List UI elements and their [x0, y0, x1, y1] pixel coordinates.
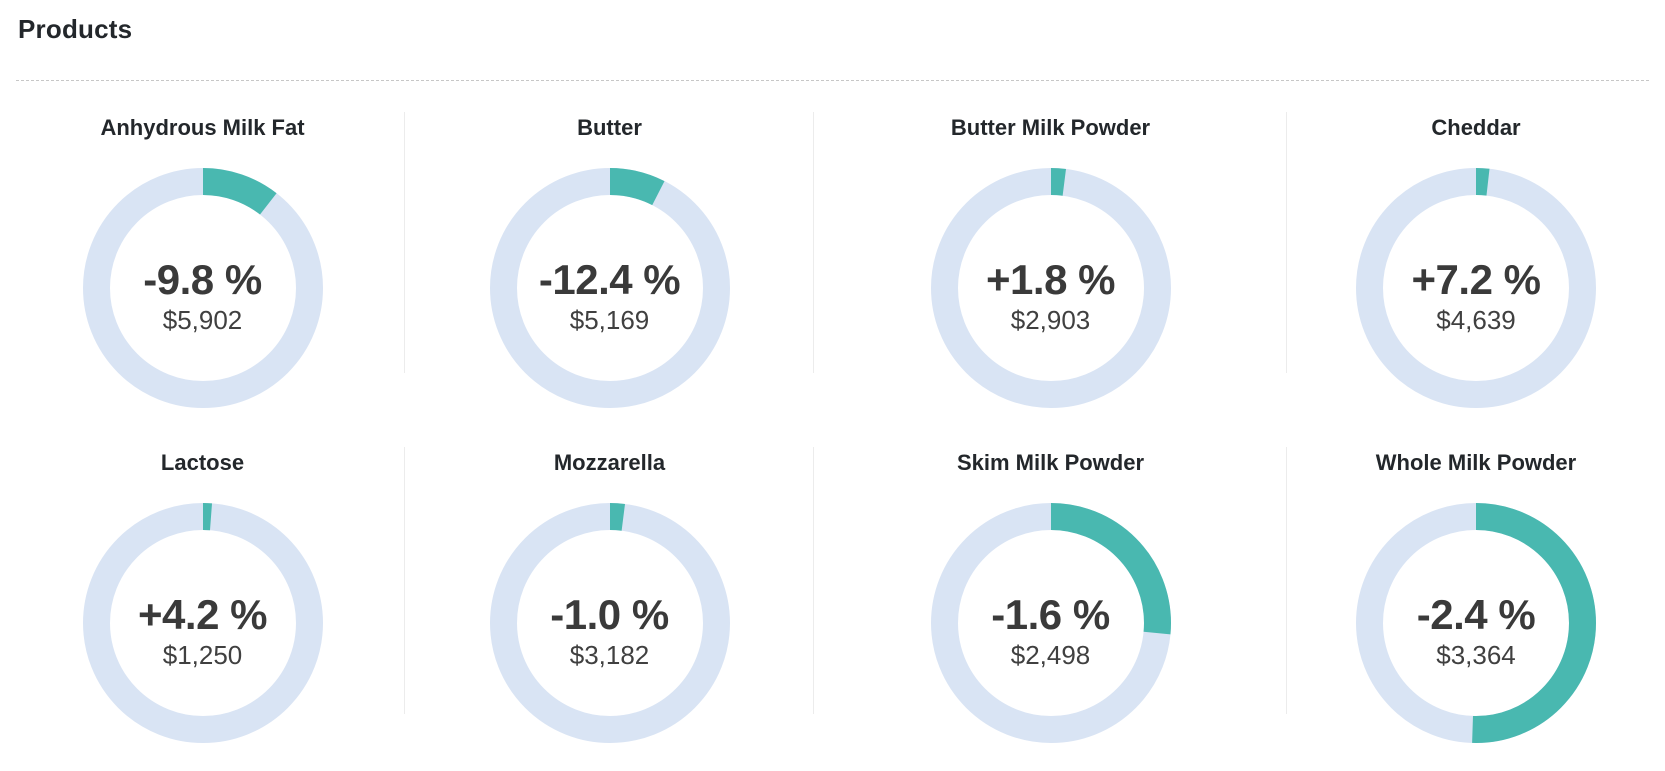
donut-ring-background — [489, 168, 730, 408]
products-grid: Anhydrous Milk Fat -9.8 % $5,902 Butter … — [0, 96, 1665, 771]
donut-ring-value — [489, 168, 730, 408]
donut-ring-background — [82, 503, 323, 743]
donut-chart[interactable]: +7.2 % $4,639 — [1356, 168, 1596, 408]
donut-chart[interactable]: -1.0 % $3,182 — [489, 503, 730, 743]
donut-ring-value — [82, 168, 323, 408]
product-title: Cheddar — [1431, 115, 1521, 140]
donut-ring-background — [82, 168, 323, 408]
donut-ring-value — [1356, 168, 1596, 408]
donut-ring-background — [489, 503, 730, 743]
product-title: Butter — [577, 115, 642, 140]
product-kpi-cell: Butter -12.4 % $5,169 — [405, 96, 814, 431]
donut-ring-value — [82, 503, 323, 743]
product-kpi-cell: Anhydrous Milk Fat -9.8 % $5,902 — [0, 96, 405, 431]
product-kpi-cell: Lactose +4.2 % $1,250 — [0, 431, 405, 771]
product-kpi-cell: Whole Milk Powder -2.4 % $3,364 — [1287, 431, 1665, 771]
product-kpi-cell: Skim Milk Powder -1.6 % $2,498 — [814, 431, 1287, 771]
donut-ring-value — [930, 503, 1171, 743]
product-title: Skim Milk Powder — [956, 450, 1145, 475]
donut-ring-value — [1356, 503, 1596, 743]
donut-ring-value — [930, 168, 1171, 408]
product-kpi-cell: Cheddar +7.2 % $4,639 — [1287, 96, 1665, 431]
donut-chart[interactable]: -12.4 % $5,169 — [489, 168, 730, 408]
product-title: Mozzarella — [553, 450, 666, 475]
dashed-separator — [16, 80, 1649, 81]
donut-ring-value — [489, 503, 730, 743]
page-title: Products — [18, 14, 133, 44]
donut-chart[interactable]: -2.4 % $3,364 — [1356, 503, 1596, 743]
product-title: Lactose — [160, 450, 245, 475]
donut-ring-background — [930, 168, 1171, 408]
product-kpi-cell: Butter Milk Powder +1.8 % $2,903 — [814, 96, 1287, 431]
donut-chart[interactable]: +1.8 % $2,903 — [930, 168, 1171, 408]
sheet-header: Products — [0, 0, 1665, 46]
donut-chart[interactable]: +4.2 % $1,250 — [82, 503, 323, 743]
donut-ring-background — [1356, 168, 1596, 408]
product-title: Whole Milk Powder — [1375, 450, 1577, 475]
donut-chart[interactable]: -9.8 % $5,902 — [82, 168, 323, 408]
product-title: Butter Milk Powder — [950, 115, 1151, 140]
product-title: Anhydrous Milk Fat — [100, 115, 305, 140]
product-kpi-cell: Mozzarella -1.0 % $3,182 — [405, 431, 814, 771]
donut-chart[interactable]: -1.6 % $2,498 — [930, 503, 1171, 743]
